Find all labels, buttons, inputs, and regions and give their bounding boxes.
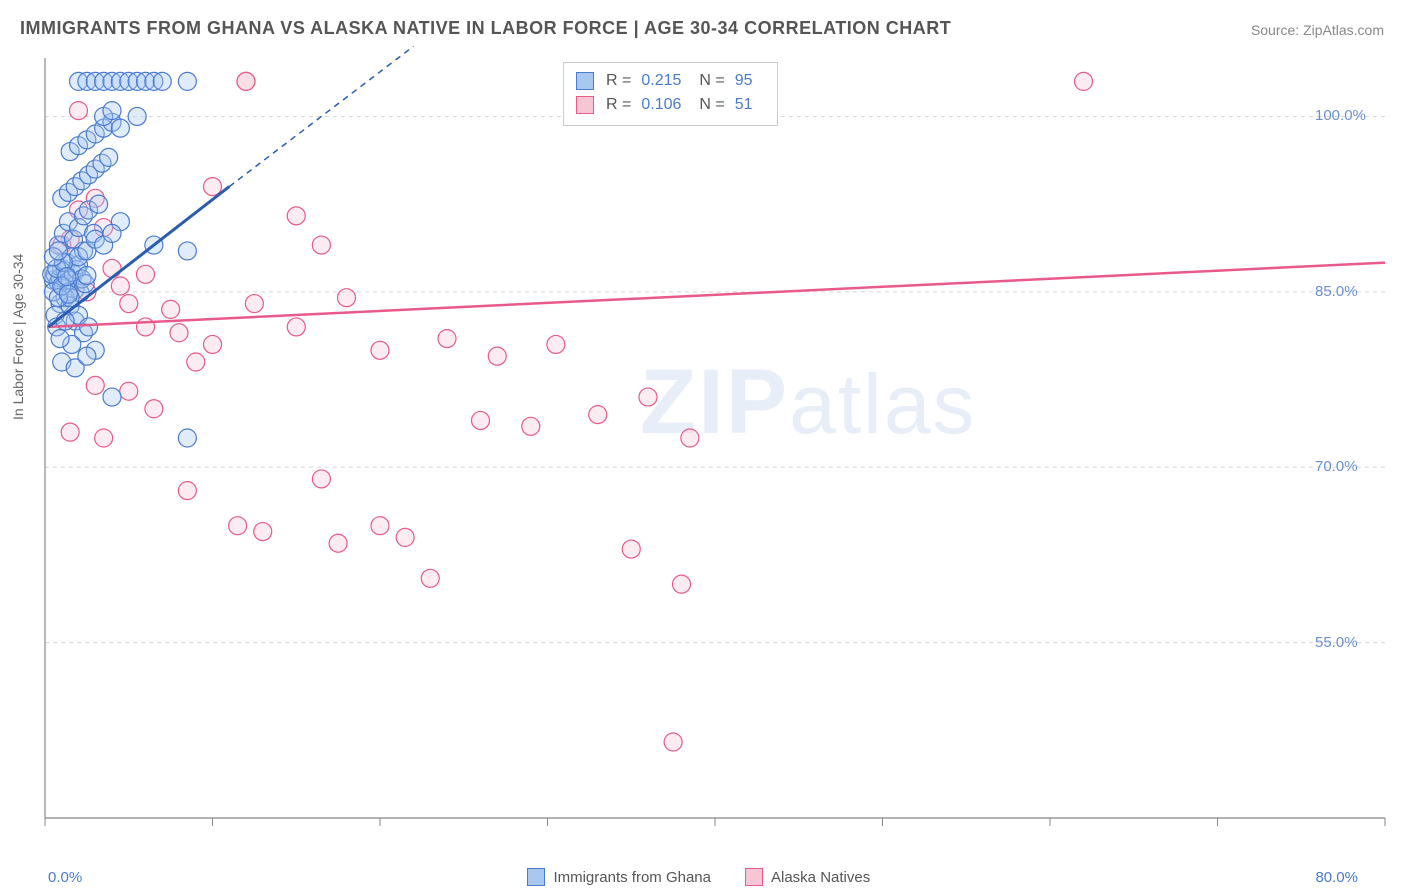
source-label: Source: [1251, 22, 1303, 38]
legend-item-b: Alaska Natives [745, 868, 870, 886]
legend-swatch-b [745, 868, 763, 886]
n-label-a: N = [699, 69, 724, 93]
n-label-b: N = [699, 93, 724, 117]
n-value-b: 51 [735, 93, 763, 117]
n-value-a: 95 [735, 69, 763, 93]
y-grid-label: 85.0% [1315, 283, 1358, 300]
bottom-legend: 0.0% Immigrants from Ghana Alaska Native… [0, 868, 1406, 886]
r-value-b: 0.106 [641, 93, 689, 117]
x-axis-min-label: 0.0% [48, 869, 82, 886]
chart-svg [45, 58, 1385, 818]
correlation-stats-box: R = 0.215 N = 95 R = 0.106 N = 51 [563, 62, 778, 126]
swatch-series-a [576, 72, 594, 90]
r-label-b: R = [606, 93, 631, 117]
source-name: ZipAtlas.com [1303, 22, 1384, 38]
y-grid-label: 70.0% [1315, 458, 1358, 475]
r-label-a: R = [606, 69, 631, 93]
stats-row-b: R = 0.106 N = 51 [576, 93, 763, 117]
x-axis-max-label: 80.0% [1315, 869, 1358, 886]
chart-title: IMMIGRANTS FROM GHANA VS ALASKA NATIVE I… [20, 18, 951, 39]
legend-item-a: Immigrants from Ghana [527, 868, 711, 886]
swatch-series-b [576, 96, 594, 114]
legend-label-b: Alaska Natives [771, 869, 870, 886]
stats-row-a: R = 0.215 N = 95 [576, 69, 763, 93]
chart-container: IMMIGRANTS FROM GHANA VS ALASKA NATIVE I… [0, 0, 1406, 892]
legend-swatch-a [527, 868, 545, 886]
y-axis-label: In Labor Force | Age 30-34 [10, 254, 26, 420]
r-value-a: 0.215 [641, 69, 689, 93]
y-grid-label: 100.0% [1315, 107, 1366, 124]
y-grid-label: 55.0% [1315, 634, 1358, 651]
legend-label-a: Immigrants from Ghana [553, 869, 711, 886]
scatter-plot [45, 58, 1385, 818]
source-attribution: Source: ZipAtlas.com [1251, 22, 1384, 38]
legend-center: Immigrants from Ghana Alaska Natives [527, 868, 870, 886]
